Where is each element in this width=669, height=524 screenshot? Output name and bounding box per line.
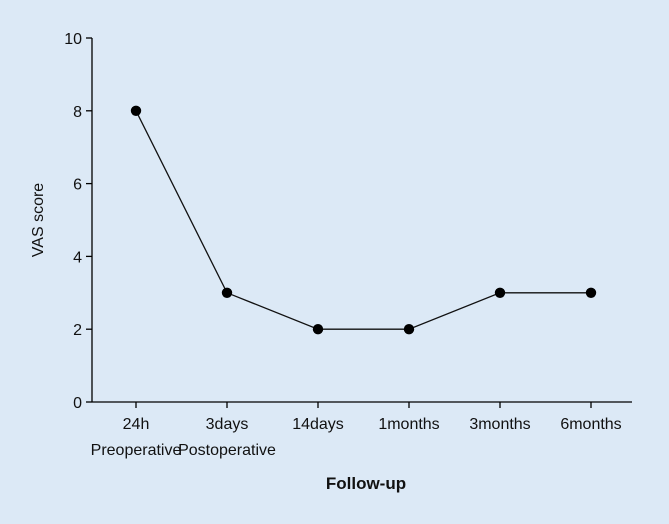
data-point [403,324,415,335]
x-group-label: Postoperative [178,442,276,459]
y-tick-label: 10 [64,31,82,48]
data-point [221,287,233,298]
labels-layer: 0 2 4 6 8 10 24h 3days 14days 1months 3months 6mont… [30,31,622,493]
x-tick-label: 1months [378,416,439,433]
data-point [130,105,142,117]
x-tick-label: 24h [123,416,150,433]
axes [86,37,632,408]
data-point [312,324,324,335]
data-point [494,287,506,298]
x-tick-label: 3months [469,416,530,433]
y-tick-label: 2 [73,322,82,339]
x-axis-title: Follow-up [326,474,406,493]
x-tick-label: 3days [206,416,249,433]
series-line [135,110,591,330]
x-group-label: Preoperative [91,442,182,459]
series-layer [130,105,597,335]
y-axis-title: VAS score [30,183,47,258]
x-tick-label: 6months [560,416,621,433]
y-tick-label: 4 [73,249,82,266]
y-tick-label: 8 [73,104,82,121]
x-tick-label: 14days [292,416,344,433]
y-tick-label: 0 [73,395,82,412]
data-point [585,287,597,298]
y-tick-label: 6 [73,177,82,194]
